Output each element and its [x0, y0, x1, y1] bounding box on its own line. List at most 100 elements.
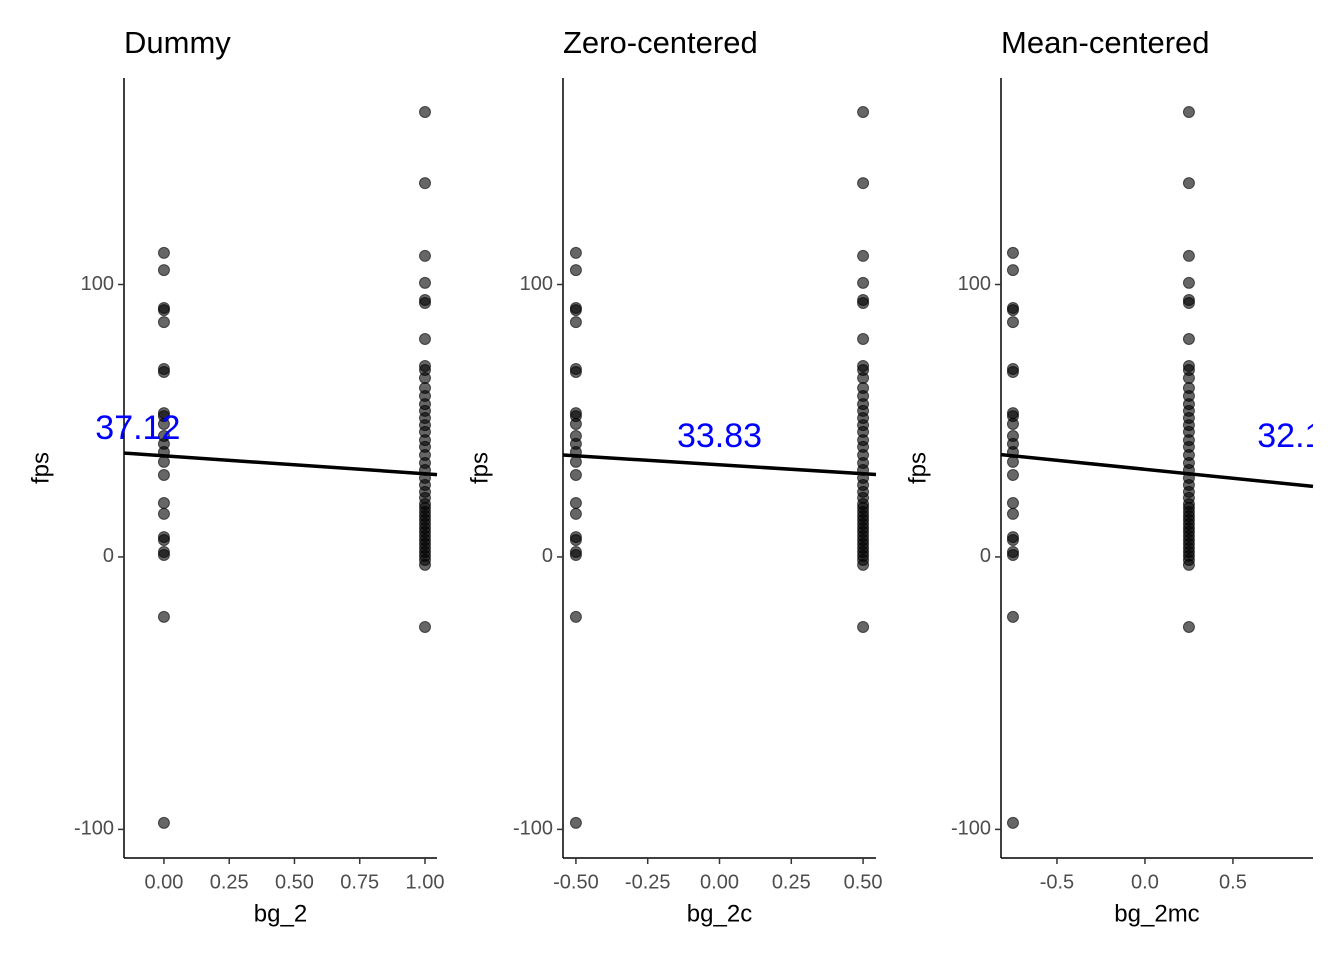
point — [157, 246, 170, 259]
point — [1182, 297, 1195, 310]
point — [857, 249, 870, 262]
point — [569, 365, 582, 378]
point — [418, 620, 431, 633]
point — [857, 177, 870, 190]
point — [157, 264, 170, 277]
point — [418, 371, 431, 384]
fit-line — [1000, 452, 1314, 489]
panel-title: Dummy — [124, 25, 231, 60]
y-tick-label: -100 — [513, 818, 553, 840]
x-tick-label: 0.5 — [1219, 871, 1247, 893]
point — [569, 534, 582, 547]
point — [1006, 455, 1019, 468]
point — [569, 507, 582, 520]
point — [569, 304, 582, 317]
point — [157, 507, 170, 520]
point — [157, 549, 170, 562]
point — [569, 497, 582, 510]
point — [157, 468, 170, 481]
x-tick-label: 0.50 — [275, 871, 314, 893]
point — [157, 304, 170, 317]
point — [157, 455, 170, 468]
point — [1006, 246, 1019, 259]
y-tick-label: 0 — [542, 545, 553, 567]
point — [1006, 534, 1019, 547]
point — [1006, 418, 1019, 431]
point — [1006, 316, 1019, 329]
point — [857, 558, 870, 571]
point — [1182, 106, 1195, 119]
point — [1182, 177, 1195, 190]
x-tick-label: 0.00 — [144, 871, 183, 893]
point — [1182, 620, 1195, 633]
y-axis-label: fps — [466, 452, 493, 484]
point — [857, 620, 870, 633]
y-tick-label: 0 — [980, 545, 991, 567]
point — [1182, 371, 1195, 384]
x-tick-label: 0.25 — [210, 871, 249, 893]
point — [1006, 507, 1019, 520]
y-axis-label: fps — [904, 452, 931, 484]
point — [569, 418, 582, 431]
point — [157, 365, 170, 378]
y-tick-label: -100 — [951, 818, 991, 840]
point — [418, 106, 431, 119]
point — [569, 264, 582, 277]
point — [857, 106, 870, 119]
point — [857, 276, 870, 289]
annotation: 33.83 — [677, 417, 762, 455]
point — [157, 316, 170, 329]
point — [418, 177, 431, 190]
x-tick-label: -0.5 — [1040, 871, 1074, 893]
fit-line — [562, 453, 877, 477]
x-axis-label: bg_2 — [254, 900, 307, 927]
point — [1006, 497, 1019, 510]
point — [569, 549, 582, 562]
point — [157, 418, 170, 431]
y-tick-label: 100 — [520, 273, 553, 295]
point — [1182, 276, 1195, 289]
point — [857, 332, 870, 345]
point — [157, 534, 170, 547]
point — [569, 316, 582, 329]
panel-title: Zero-centered — [563, 25, 758, 60]
point — [157, 816, 170, 829]
x-tick-label: 0.50 — [844, 871, 883, 893]
y-tick-label: 0 — [103, 545, 114, 567]
point — [1006, 264, 1019, 277]
point — [1006, 549, 1019, 562]
point — [1006, 365, 1019, 378]
point — [1182, 332, 1195, 345]
point — [1006, 816, 1019, 829]
panel: Mean-centered -100 0 100 -0.5 0.0 0.5 bg_2mc fps… — [904, 25, 1342, 927]
x-axis-label: bg_2c — [687, 900, 752, 927]
x-tick-label: 0.0 — [1131, 871, 1159, 893]
point — [418, 332, 431, 345]
point — [857, 371, 870, 384]
point — [569, 816, 582, 829]
point — [569, 468, 582, 481]
x-tick-label: 0.25 — [772, 871, 811, 893]
annotation: 32.18 — [1257, 417, 1342, 455]
panel: Dummy -100 0 100 0.00 0.25 0.50 0.75 1.00 bg_2 fps… — [27, 25, 444, 927]
point — [1006, 610, 1019, 623]
point — [1182, 558, 1195, 571]
fit-line — [123, 451, 438, 477]
panel-title: Mean-centered — [1001, 25, 1210, 60]
point — [569, 610, 582, 623]
point — [569, 246, 582, 259]
x-tick-label: -0.50 — [553, 871, 599, 893]
point — [1006, 468, 1019, 481]
point — [418, 276, 431, 289]
y-tick-label: 100 — [81, 273, 114, 295]
point — [569, 455, 582, 468]
x-tick-label: 0.00 — [700, 871, 739, 893]
x-tick-label: 0.75 — [340, 871, 379, 893]
point — [1182, 249, 1195, 262]
x-tick-label: 1.00 — [406, 871, 445, 893]
point — [418, 249, 431, 262]
y-tick-label: 100 — [958, 273, 991, 295]
point — [857, 297, 870, 310]
